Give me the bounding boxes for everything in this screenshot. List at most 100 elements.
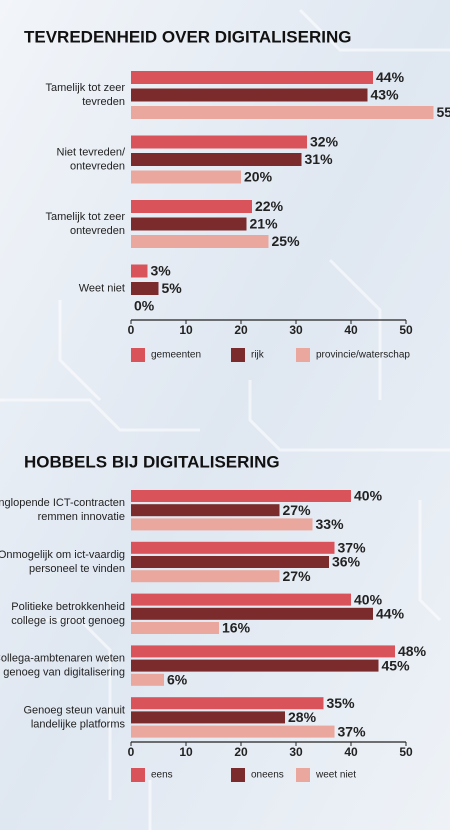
- bar: [131, 673, 164, 686]
- bar: [131, 645, 395, 658]
- category-line: Langlopende ICT-contracten: [0, 497, 125, 509]
- value-label: 40%: [354, 591, 383, 607]
- bar: [131, 135, 307, 149]
- value-label: 35%: [327, 695, 356, 711]
- bar: [131, 235, 269, 248]
- category-line: tevreden: [82, 96, 125, 108]
- category-line: landelijke platforms: [31, 718, 126, 730]
- category-line: Tamelijk tot zeer: [46, 211, 126, 223]
- value-label: 43%: [371, 87, 400, 103]
- bar: [131, 711, 285, 724]
- value-label: 48%: [398, 643, 427, 659]
- category-label: Tamelijk tot zeer ontevreden: [46, 211, 126, 237]
- bar: [131, 593, 351, 606]
- value-label: 36%: [332, 554, 361, 570]
- bar: [131, 170, 241, 184]
- bar: [131, 282, 159, 295]
- x-tick-label: 10: [179, 323, 193, 337]
- bar: [131, 490, 351, 502]
- legend-swatch: [131, 348, 145, 362]
- value-label: 27%: [283, 502, 312, 518]
- value-label: 55%: [437, 104, 450, 120]
- category-label: Politieke betrokkenheid college is groot …: [11, 601, 125, 627]
- value-label: 44%: [376, 606, 405, 622]
- legend-swatch: [296, 768, 310, 782]
- x-tick-label: 50: [399, 745, 413, 759]
- legend-swatch: [231, 348, 245, 362]
- bar: [131, 88, 368, 102]
- value-label: 45%: [382, 657, 411, 673]
- category-label: Langlopende ICT-contracten remmen innovat…: [0, 497, 125, 523]
- bar: [131, 659, 379, 672]
- category-line: Onmogelijk om ict-vaardig: [0, 549, 125, 561]
- value-label: 31%: [305, 151, 334, 167]
- legend-swatch: [131, 768, 145, 782]
- chart-title: HOBBELS BIJ DIGITALISERING: [24, 452, 280, 471]
- bar: [131, 556, 329, 568]
- value-label: 5%: [162, 280, 183, 296]
- category-label: Genoeg steun vanuit landelijke platforms: [23, 704, 125, 730]
- bar: [131, 697, 324, 710]
- bar: [131, 200, 252, 213]
- category-line: Politieke betrokkenheid: [11, 601, 125, 613]
- category-line: Weet niet: [79, 282, 125, 294]
- value-label: 20%: [244, 169, 273, 185]
- x-tick-label: 20: [234, 323, 248, 337]
- category-line: Collega-ambtenaren weten: [0, 653, 125, 665]
- category-label: Niet tevreden/ontevreden: [57, 146, 126, 172]
- bar: [131, 264, 148, 278]
- category-line: personeel te vinden: [29, 563, 125, 575]
- value-label: 37%: [338, 723, 367, 739]
- category-line: Tamelijk tot zeer: [46, 82, 126, 94]
- legend-label: provincie/waterschap: [316, 350, 410, 361]
- x-tick-label: 0: [128, 323, 135, 337]
- category-line: Genoeg steun vanuit: [23, 704, 125, 716]
- category-label: Onmogelijk om ict-vaardig personeel te vi…: [0, 549, 125, 575]
- value-label: 37%: [338, 540, 367, 556]
- bar: [131, 106, 434, 119]
- category-line: genoeg van digitalisering: [3, 667, 125, 679]
- x-tick-label: 50: [399, 323, 413, 337]
- value-label: 32%: [310, 134, 339, 150]
- bar: [131, 153, 302, 166]
- legend-label: gemeenten: [151, 350, 201, 361]
- value-label: 21%: [250, 216, 279, 232]
- value-label: 6%: [167, 672, 188, 688]
- category-line: remmen innovatie: [38, 511, 125, 523]
- value-label: 25%: [272, 233, 301, 249]
- value-label: 0%: [134, 298, 155, 314]
- x-tick-label: 30: [289, 745, 303, 759]
- bar: [131, 71, 373, 84]
- value-label: 27%: [283, 568, 312, 584]
- bar: [131, 518, 313, 531]
- category-label: Collega-ambtenaren weten genoeg van digit…: [0, 653, 125, 679]
- bar: [131, 504, 280, 517]
- x-tick-label: 30: [289, 323, 303, 337]
- value-label: 44%: [376, 69, 405, 85]
- category-line: ontevreden: [70, 160, 125, 172]
- value-label: 16%: [222, 620, 251, 636]
- category-line: ontevreden: [70, 225, 125, 237]
- chart-title: TEVREDENHEID OVER DIGITALISERING: [24, 27, 351, 46]
- category-label: Weet niet: [79, 282, 125, 294]
- bar: [131, 607, 373, 620]
- x-tick-label: 10: [179, 745, 193, 759]
- bar: [131, 570, 280, 583]
- legend-label: eens: [151, 770, 173, 781]
- value-label: 22%: [255, 198, 284, 214]
- x-tick-label: 20: [234, 745, 248, 759]
- value-label: 3%: [151, 263, 172, 279]
- value-label: 40%: [354, 488, 383, 504]
- category-line: college is groot genoeg: [11, 615, 125, 627]
- bar: [131, 725, 335, 738]
- x-tick-label: 40: [344, 745, 358, 759]
- category-label: Tamelijk tot zeer tevreden: [46, 82, 126, 108]
- legend-label: oneens: [251, 770, 284, 781]
- value-label: 28%: [288, 709, 317, 725]
- legend-label: weet niet: [315, 770, 356, 781]
- legend-label: rijk: [251, 350, 265, 361]
- bar: [131, 622, 219, 634]
- category-line: Niet tevreden/: [57, 146, 126, 158]
- legend-swatch: [231, 768, 245, 782]
